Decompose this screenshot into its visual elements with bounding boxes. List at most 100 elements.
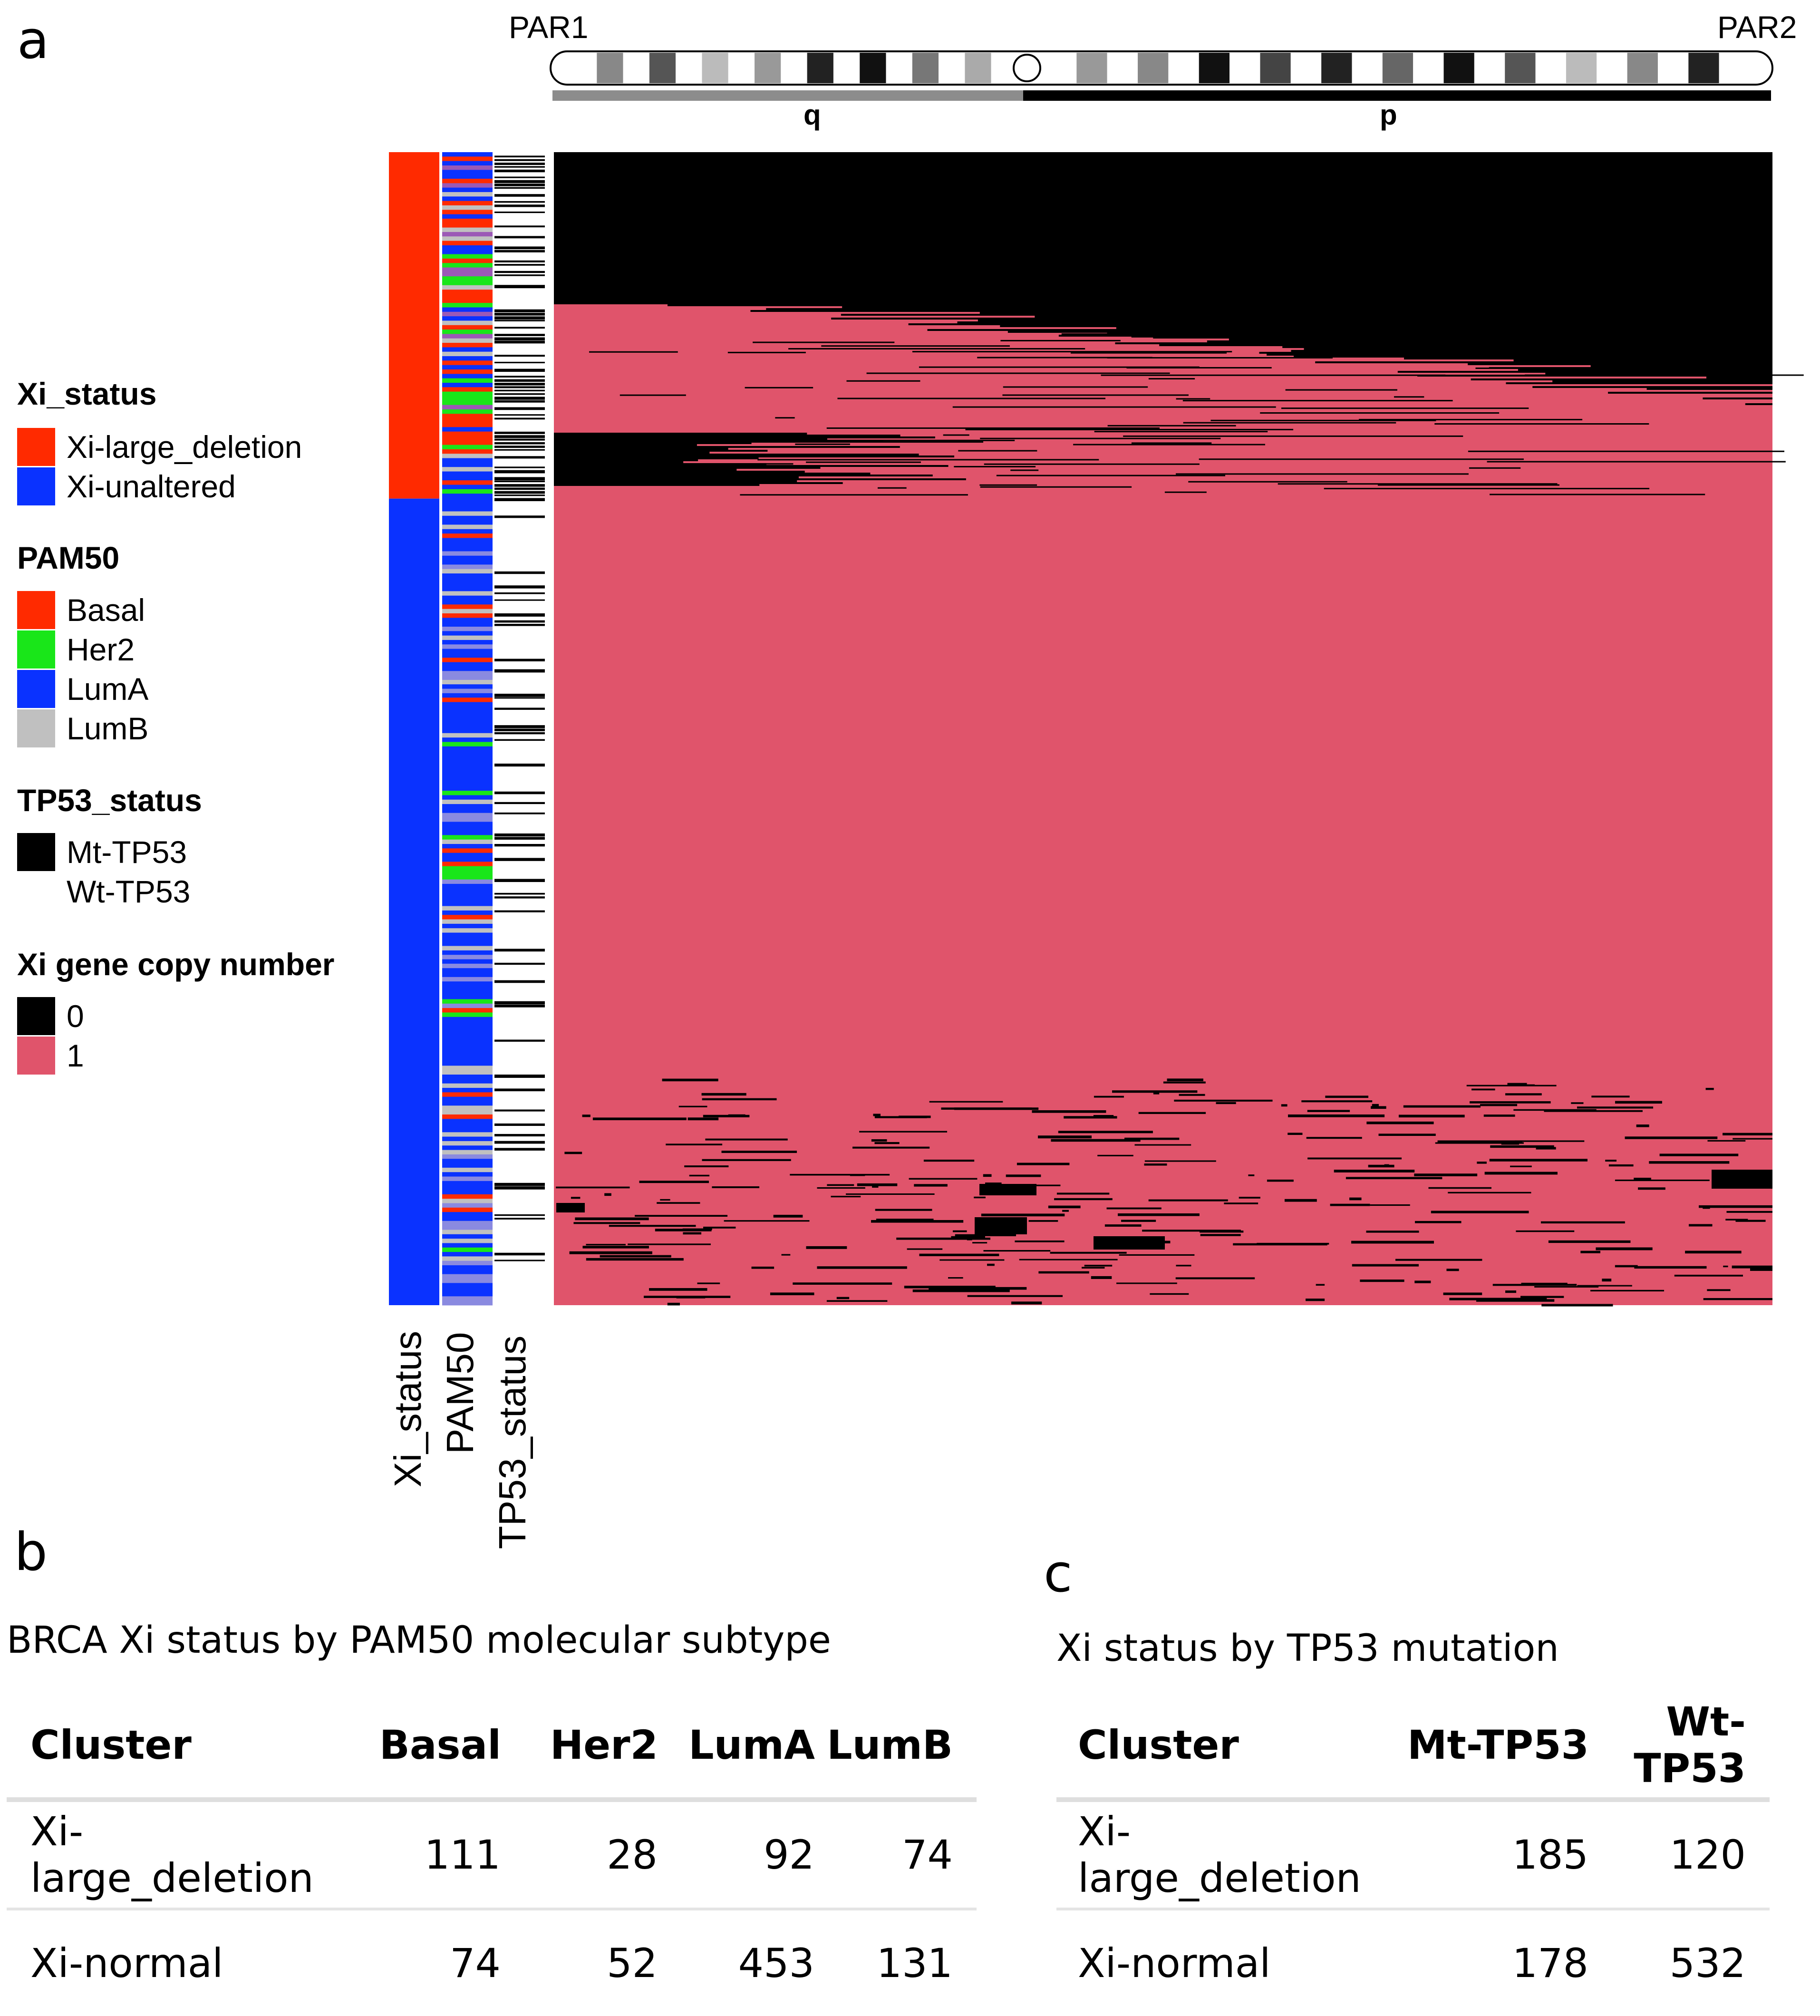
heatmap-copy-0-segment [554,452,710,454]
heatmap-copy-0-segment [1706,377,1772,378]
heatmap-copy-0-segment [724,1220,810,1222]
ideogram-band [728,53,755,83]
heatmap-copy-0-segment [1094,431,1268,433]
tp53-mutant-mark [494,498,545,502]
pam50-row [442,1061,493,1066]
pam50-row [442,436,493,441]
heatmap-copy-0-segment [876,1219,934,1221]
heatmap-copy-0-segment [1349,1197,1362,1201]
tp53-mutant-mark [494,184,545,186]
heatmap-copy-0-segment [1615,1101,1662,1104]
tp53-mutant-mark [494,812,545,814]
pam50-row [442,928,493,933]
heatmap-copy-0-segment [953,1230,967,1232]
heatmap-copy-0-segment [831,1195,861,1198]
heatmap-copy-0-segment [667,1302,680,1306]
pam50-row [442,1274,493,1279]
heatmap-copy-0-segment [1707,1140,1746,1142]
heatmap-copy-0-segment [1006,1174,1041,1177]
legend-label-xi-large-deletion: Xi-large_deletion [67,429,302,465]
heatmap-copy-0-segment [740,494,968,496]
legend-swatch-cn-1 [17,1037,55,1075]
pam50-row [442,1141,493,1146]
pam50-row [442,1056,493,1062]
tp53-mutant-mark [494,844,545,847]
pam50-row [442,618,493,623]
heatmap-copy-0-segment [1685,1250,1742,1254]
tp53-mutant-mark [494,316,545,320]
heatmap-copy-0-segment [1470,1101,1551,1104]
heatmap-copy-0-segment [1484,1172,1558,1175]
pam50-row [442,702,493,707]
ideogram-band [886,53,912,83]
heatmap-copy-0-segment [1615,1179,1710,1182]
pam50-row [442,1048,493,1053]
heatmap-copy-0-segment [1131,442,1212,444]
pam50-row [442,631,493,636]
heatmap-copy-0-segment [1368,1164,1394,1168]
tp53-mutant-mark [494,180,545,183]
pam50-row [442,258,493,263]
heatmap-copy-0-segment [589,351,678,353]
pam50-row [442,475,493,481]
tp53-mutant-mark [494,271,545,273]
heatmap-copy-0-segment [1615,1265,1638,1268]
tp53-mutant-mark [494,725,545,728]
pam50-row [442,870,493,875]
heatmap-copy-0-segment [1121,1220,1156,1222]
heatmap-copy-0-segment [1577,1106,1654,1109]
pam50-row [442,494,493,498]
heatmap-copy-0-segment [1507,1083,1527,1086]
heatmap-copy-0-segment [841,314,1772,316]
heatmap-copy-0-segment [1358,418,1583,420]
heatmap-copy-0-segment [859,1131,948,1133]
heatmap-copy-0-segment [974,1196,986,1199]
heatmap-copy-0-segment [1571,1102,1584,1104]
heatmap-copy-0-segment [620,394,686,396]
heatmap-copy-0-segment [1541,1304,1613,1307]
heatmap-copy-0-segment [1414,1173,1478,1176]
pam50-row [442,848,493,853]
heatmap-copy-0-segment [1659,1153,1739,1156]
pam50-row [442,822,493,827]
table-b-header-luma: LumA [658,1693,815,1802]
heatmap-copy-0-segment [1490,494,1705,495]
pam50-row [442,751,493,756]
heatmap-copy-0-segment [644,1296,731,1298]
tp53-mutant-mark [494,708,545,710]
heatmap-copy-0-segment [1159,344,1772,346]
heatmap-copy-0-segment [1540,1221,1625,1224]
tp53-mutant-mark [494,334,545,336]
heatmap-copy-0-segment [554,436,935,438]
heatmap-copy-0-segment [657,1202,700,1204]
legend-label-wt-tp53: Wt-TP53 [67,874,191,909]
heatmap-copy-0-segment [1428,1187,1491,1189]
tp53-mutant-mark [494,697,545,699]
heatmap-copy-0-segment [697,1282,720,1284]
heatmap-copy-0-segment [836,1297,850,1299]
heatmap-copy-0-segment [1278,483,1558,485]
heatmap-copy-0-segment [609,1225,696,1227]
pam50-row [442,165,493,170]
heatmap-copy-0-segment [1260,412,1500,414]
pam50-row [442,542,493,547]
legend-title-tp53: TP53_status [17,783,202,818]
pam50-row [442,573,493,578]
pam50-row [442,387,493,392]
heatmap-copy-0-segment [554,459,698,461]
heatmap-copy-0-segment [1591,1095,1630,1098]
ideogram-band [1229,53,1260,83]
tp53-mutant-mark [494,355,545,357]
heatmap-copy-0-segment [1288,1114,1385,1117]
heatmap-copy-0-segment [753,341,895,343]
heatmap-copy-0-segment [766,308,1773,310]
ideogram-band [1382,53,1413,83]
tp53-track [494,152,545,1305]
pam50-row [442,1087,493,1093]
pam50-row [442,524,493,530]
heatmap-copy-0-blob [979,1184,1036,1195]
pam50-row [442,1270,493,1275]
heatmap-copy-0-segment [1596,1247,1653,1250]
heatmap-copy-0-segment [1431,1211,1529,1213]
pam50-row [442,844,493,849]
